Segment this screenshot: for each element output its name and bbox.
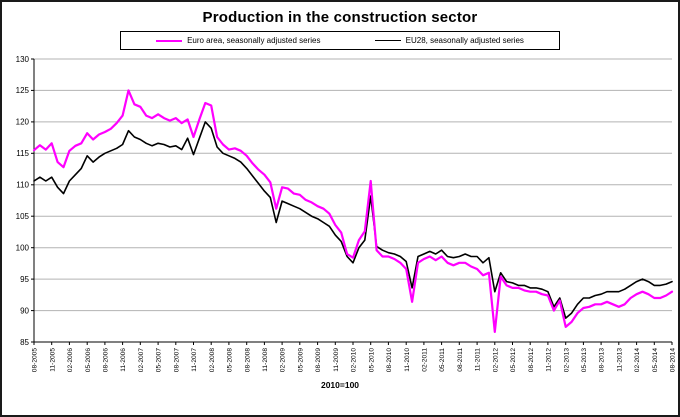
svg-text:11-2006: 11-2006 — [120, 348, 127, 372]
svg-text:105: 105 — [16, 212, 30, 221]
svg-text:05-2014: 05-2014 — [652, 348, 659, 373]
svg-text:11-2005: 11-2005 — [49, 348, 56, 372]
axis-note: 2010=100 — [320, 380, 360, 390]
svg-text:130: 130 — [16, 55, 30, 64]
svg-text:110: 110 — [16, 181, 29, 190]
svg-text:08-2006: 08-2006 — [103, 348, 110, 373]
svg-text:02-2013: 02-2013 — [563, 348, 570, 373]
svg-text:125: 125 — [16, 86, 30, 95]
svg-text:95: 95 — [20, 275, 29, 284]
svg-text:120: 120 — [16, 118, 30, 127]
svg-text:05-2013: 05-2013 — [581, 348, 588, 373]
line-chart-plot: 85 90 95 100 105 110 115 120 125 130 08-2005 11-200… — [16, 55, 677, 373]
svg-text:100: 100 — [16, 244, 30, 253]
svg-text:08-2014: 08-2014 — [670, 348, 677, 373]
svg-text:05-2010: 05-2010 — [368, 348, 375, 373]
svg-text:05-2012: 05-2012 — [510, 348, 517, 373]
svg-text:11-2008: 11-2008 — [262, 348, 269, 372]
svg-text:08-2010: 08-2010 — [386, 348, 393, 373]
svg-text:02-2008: 02-2008 — [209, 348, 216, 373]
svg-text:11-2009: 11-2009 — [333, 348, 340, 372]
svg-text:05-2006: 05-2006 — [85, 348, 92, 373]
svg-text:08-2013: 08-2013 — [599, 348, 606, 373]
svg-text:05-2009: 05-2009 — [297, 348, 304, 373]
svg-text:08-2005: 08-2005 — [32, 348, 39, 373]
svg-text:11-2007: 11-2007 — [191, 348, 198, 372]
svg-text:11-2011: 11-2011 — [475, 348, 482, 372]
svg-text:02-2007: 02-2007 — [138, 348, 145, 373]
svg-text:08-2012: 08-2012 — [528, 348, 535, 373]
svg-text:02-2006: 02-2006 — [67, 348, 74, 373]
euro-area-line-swatch — [156, 39, 183, 42]
svg-text:02-2011: 02-2011 — [422, 348, 429, 372]
svg-text:02-2014: 02-2014 — [634, 348, 641, 373]
svg-text:11-2012: 11-2012 — [546, 348, 553, 372]
svg-text:05-2008: 05-2008 — [227, 348, 234, 373]
legend: Euro area, seasonally adjusted series EU… — [120, 31, 560, 50]
legend-label-euro-area: Euro area, seasonally adjusted series — [187, 36, 321, 45]
svg-text:05-2011: 05-2011 — [439, 348, 446, 372]
chart-title: Production in the construction sector — [202, 9, 478, 26]
svg-text:02-2010: 02-2010 — [351, 348, 358, 373]
svg-text:08-2009: 08-2009 — [315, 348, 322, 373]
svg-text:05-2007: 05-2007 — [156, 348, 163, 373]
legend-label-eu28: EU28, seasonally adjusted series — [405, 36, 524, 45]
svg-text:08-2007: 08-2007 — [173, 348, 180, 373]
svg-text:11-2013: 11-2013 — [616, 348, 623, 372]
svg-text:08-2008: 08-2008 — [244, 348, 251, 373]
svg-text:02-2009: 02-2009 — [280, 348, 287, 373]
legend-entry-euro-area: Euro area, seasonally adjusted series — [156, 36, 320, 45]
svg-text:115: 115 — [16, 149, 29, 158]
svg-text:02-2012: 02-2012 — [492, 348, 499, 373]
svg-text:11-2010: 11-2010 — [404, 348, 411, 372]
eu28-line-swatch — [374, 40, 401, 41]
legend-entry-eu28: EU28, seasonally adjusted series — [374, 36, 524, 45]
svg-text:08-2011: 08-2011 — [457, 348, 464, 372]
svg-text:90: 90 — [20, 306, 29, 315]
svg-text:85: 85 — [20, 338, 29, 347]
